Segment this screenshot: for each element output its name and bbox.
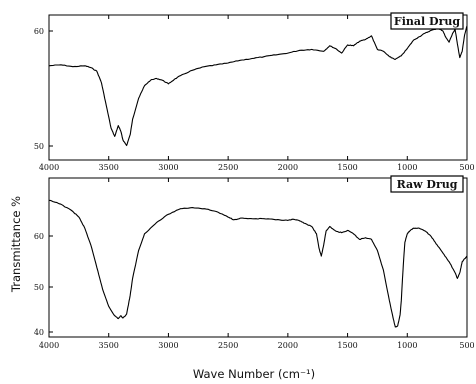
x-tick-label: 2000 [278,163,298,172]
legend: Raw Drug [390,175,464,193]
y-tick-label: 40 [34,328,44,337]
x-tick-label: 3000 [158,341,178,350]
y-tick-label: 60 [34,232,44,241]
x-axis-title: Wave Number (cm⁻¹) [193,367,315,381]
bottom-panel: 4000 3500 3000 2500 2000 1500 1000 500 60 50 40 Raw… [34,175,475,350]
y-tick-label: 50 [34,142,44,151]
plot-frame [48,14,468,161]
top-panel: 4000 3500 3000 2500 2000 1500 1000 500 60 50 Final… [34,12,475,172]
x-tick-label: 4000 [39,163,59,172]
legend-label: Raw Drug [397,178,458,191]
x-tick-label: 2000 [278,341,298,350]
x-tick-label: 3000 [158,163,178,172]
legend-box [390,175,464,193]
y-tick-label: 60 [34,27,44,36]
x-tick-label: 1500 [337,341,357,350]
legend: Final Drug [390,12,464,30]
spectrum-line [48,25,468,147]
x-tick-label: 3500 [99,163,119,172]
x-tick-label: 4000 [39,341,59,350]
x-tick-label: 500 [459,341,474,350]
x-tick-label: 1500 [337,163,357,172]
y-tick-label: 50 [34,283,44,292]
x-tick-label: 1000 [397,341,417,350]
x-tick-label: 500 [459,163,474,172]
x-tick-label: 2500 [218,341,238,350]
legend-box [390,12,464,30]
x-tick-label: 2500 [218,163,238,172]
x-tick-label: 3500 [99,341,119,350]
x-tick-label: 1000 [397,163,417,172]
plot-frame [48,177,468,338]
spectrum-line [48,199,468,328]
y-axis-title: Transmittance % [9,196,23,293]
legend-label: Final Drug [394,15,460,28]
